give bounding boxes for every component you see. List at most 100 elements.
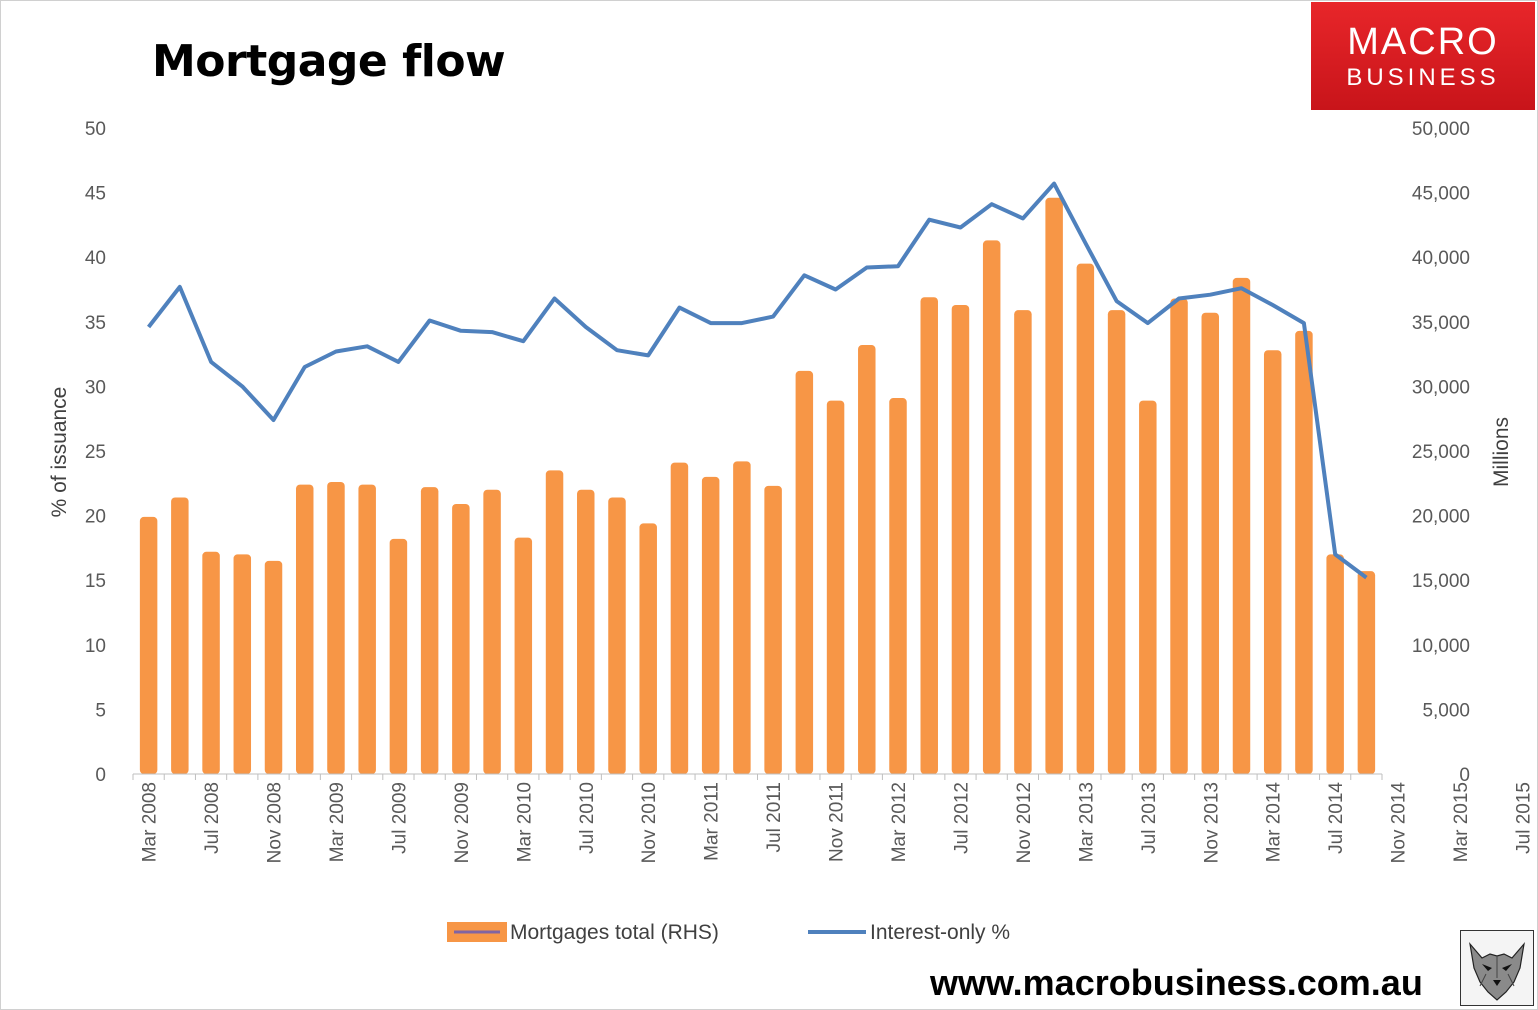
x-tick-label: Jul 2008	[202, 782, 223, 854]
bar-mortgages-total	[858, 345, 876, 774]
bar-mortgages-total	[733, 461, 751, 774]
x-tick-label: Jul 2012	[952, 782, 973, 854]
x-tick-label: Mar 2012	[889, 782, 910, 862]
y-right-tick-label: 50,000	[1412, 119, 1470, 140]
y-left-tick-label: 25	[85, 442, 106, 463]
x-tick-label: Mar 2014	[1264, 782, 1285, 863]
bar-mortgages-total	[1170, 298, 1188, 774]
y-right-tick-label: 20,000	[1412, 507, 1470, 528]
bar-mortgages-total	[202, 551, 220, 774]
bar-mortgages-total	[327, 482, 345, 774]
bar-mortgages-total	[233, 554, 252, 774]
x-tick-label: Mar 2010	[514, 782, 535, 862]
y-right-tick-label: 5,000	[1422, 700, 1470, 721]
y-right-tick-label: 0	[1459, 765, 1470, 786]
bar-mortgages-total	[389, 538, 408, 774]
y-left-tick-label: 0	[95, 765, 106, 786]
y-right-tick-label: 15,000	[1412, 571, 1470, 592]
bar-mortgages-total	[1326, 554, 1344, 774]
wolf-icon	[1460, 930, 1534, 1006]
bar-mortgages-total	[1014, 310, 1032, 774]
y-left-tick-label: 10	[85, 636, 106, 657]
y-right-tick-label: 10,000	[1412, 636, 1470, 657]
bar-mortgages-total	[670, 462, 689, 774]
bar-mortgages-total	[1263, 350, 1282, 774]
x-tick-label: Jul 2015	[1514, 782, 1535, 854]
x-tick-label: Nov 2011	[827, 782, 848, 862]
bar-mortgages-total	[1045, 197, 1063, 774]
bar-series	[139, 197, 1376, 775]
x-tick-label: Mar 2015	[1451, 782, 1472, 862]
x-tick-label: Jul 2010	[577, 782, 598, 854]
y-left-tick-label: 20	[85, 507, 106, 528]
bar-mortgages-total	[420, 487, 439, 774]
y-axis-right-ticks: 0 5,000 10,000 15,000 20,000 25,000 30,000 35,0…	[1412, 119, 1470, 786]
bar-mortgages-total	[483, 489, 501, 774]
bar-mortgages-total	[701, 476, 720, 774]
x-tick-label: Jul 2014	[1326, 782, 1347, 854]
bar-mortgages-total	[639, 523, 657, 774]
x-tick-label: Nov 2012	[1014, 782, 1035, 863]
legend-bars-label: Mortgages total (RHS)	[510, 921, 719, 944]
x-tick-label: Mar 2008	[140, 782, 161, 862]
bar-mortgages-total	[1357, 571, 1376, 774]
x-tick-label: Nov 2009	[452, 782, 473, 863]
x-tick-label: Mar 2013	[1076, 782, 1097, 862]
y-left-tick-label: 5	[95, 700, 106, 721]
y-right-tick-label: 40,000	[1412, 248, 1470, 269]
y-axis-left-title: % of issuance	[48, 387, 71, 518]
y-axis-right-title: Millions	[1490, 417, 1513, 487]
x-tick-label: Mar 2011	[702, 782, 723, 861]
x-tick-label: Nov 2010	[639, 782, 660, 863]
y-right-tick-label: 30,000	[1412, 377, 1470, 398]
bar-mortgages-total	[452, 503, 470, 774]
bar-mortgages-total	[795, 370, 814, 774]
x-tick-label: Mar 2009	[327, 782, 348, 862]
bar-mortgages-total	[577, 489, 595, 774]
legend: Mortgages total (RHS) Interest-only %	[447, 921, 1010, 944]
x-tick-label: Nov 2014	[1389, 782, 1410, 864]
logo-line2: BUSINESS	[1346, 64, 1500, 91]
bar-mortgages-total	[1107, 310, 1126, 774]
bar-mortgages-total	[295, 484, 314, 774]
bar-mortgages-total	[545, 470, 564, 774]
bar-mortgages-total	[1201, 312, 1220, 774]
y-left-tick-label: 35	[85, 313, 106, 334]
y-left-tick-label: 30	[85, 377, 106, 398]
bar-mortgages-total	[826, 400, 845, 774]
y-left-tick-label: 15	[85, 571, 106, 592]
logo-line1: MACRO	[1347, 21, 1499, 63]
y-left-tick-label: 45	[85, 184, 106, 205]
page-title: Mortgage flow	[152, 36, 506, 87]
y-right-tick-label: 45,000	[1412, 184, 1470, 205]
footer-url: www.macrobusiness.com.au	[930, 962, 1423, 1003]
bar-mortgages-total	[358, 484, 376, 774]
x-tick-label: Jul 2009	[389, 782, 410, 854]
y-left-tick-label: 50	[85, 119, 106, 140]
legend-line-label: Interest-only %	[870, 921, 1010, 944]
bar-mortgages-total	[982, 240, 1001, 775]
bar-mortgages-total	[1076, 263, 1095, 774]
x-tick-label: Jul 2013	[1139, 782, 1160, 854]
x-tick-label: Nov 2008	[265, 782, 286, 863]
bar-mortgages-total	[264, 560, 283, 774]
bar-mortgages-total	[764, 485, 782, 774]
y-axis-left-ticks: 0 5 10 15 20 25 30 35 40 45 50	[85, 119, 106, 786]
bar-mortgages-total	[951, 305, 970, 774]
macrobusiness-logo: MACRO BUSINESS	[1311, 2, 1535, 110]
x-axis-ticks: Mar 2008 Jul 2008 Nov 2008 Mar 2009 Jul 2009…	[132, 774, 1535, 864]
bar-mortgages-total	[1232, 277, 1251, 774]
x-tick-label: Jul 2011	[764, 782, 785, 852]
x-tick-label: Nov 2013	[1201, 782, 1222, 863]
y-right-tick-label: 35,000	[1412, 313, 1470, 334]
bar-mortgages-total	[171, 497, 189, 774]
bar-mortgages-total	[1139, 400, 1157, 774]
y-left-tick-label: 40	[85, 248, 106, 269]
bar-mortgages-total	[1295, 330, 1313, 774]
bar-mortgages-total	[514, 537, 533, 774]
bar-mortgages-total	[608, 497, 626, 774]
bar-mortgages-total	[139, 516, 158, 774]
y-right-tick-label: 25,000	[1412, 442, 1470, 463]
bar-mortgages-total	[889, 398, 907, 774]
